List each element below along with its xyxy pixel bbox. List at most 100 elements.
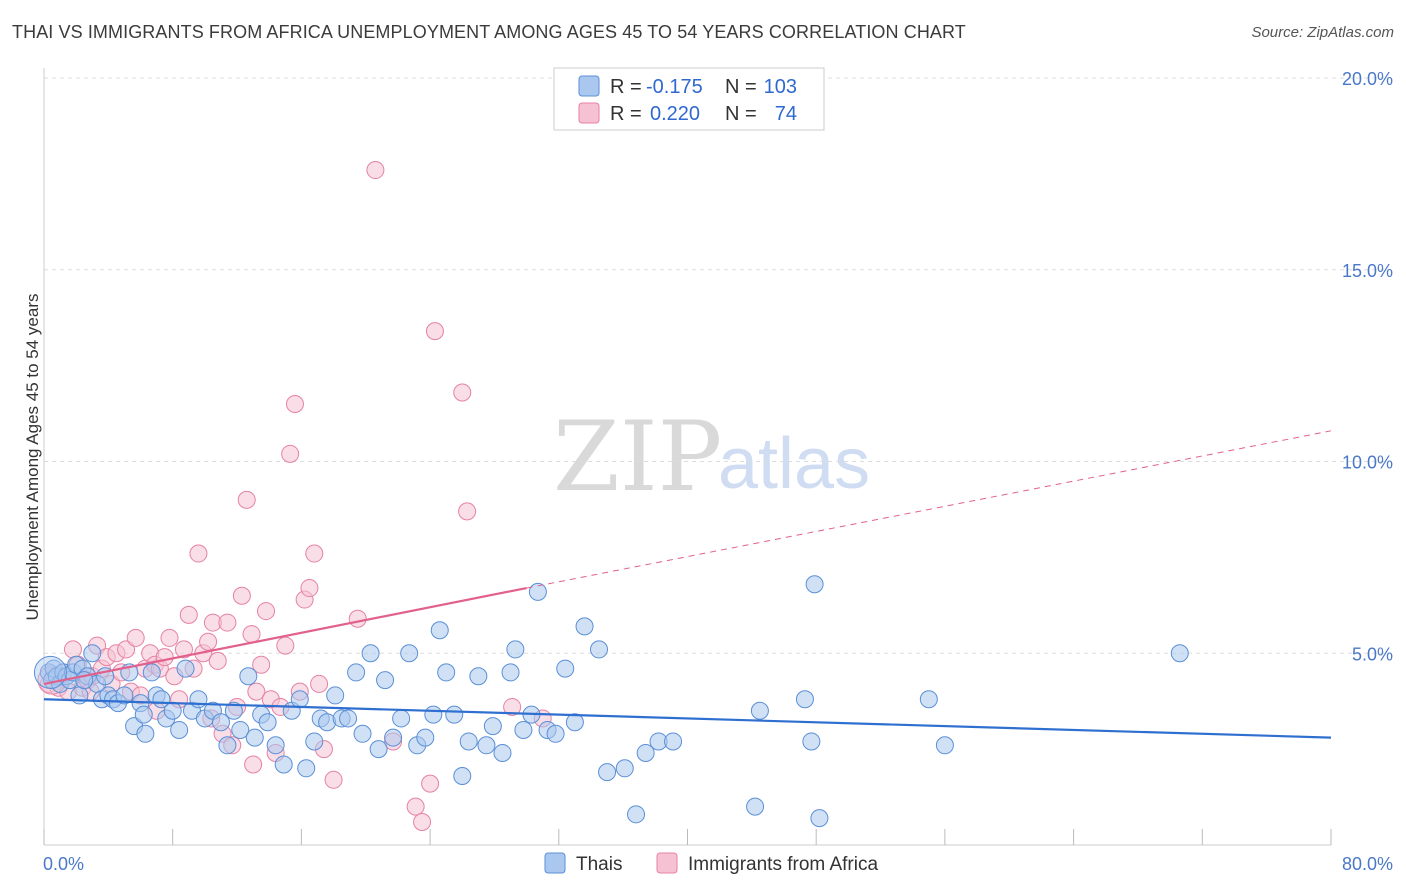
thai-point <box>802 732 821 751</box>
africa-point <box>305 544 324 563</box>
thai-point <box>239 667 258 686</box>
thai-point <box>746 797 765 816</box>
thai-point <box>795 690 814 709</box>
thai-point <box>805 575 824 594</box>
thai-point <box>211 713 230 732</box>
thai-point <box>1170 644 1189 663</box>
thai-point <box>83 644 102 663</box>
thai-point <box>305 732 324 751</box>
africa-point <box>281 444 300 463</box>
thai-point <box>258 713 277 732</box>
africa-point <box>160 628 179 647</box>
africa-point <box>199 632 218 651</box>
thai-point <box>453 766 472 785</box>
correlation-legend: R = -0.175 N = 103 R = 0.220 N = 74 <box>553 67 825 131</box>
thai-point <box>163 701 182 720</box>
thai-point <box>416 728 435 747</box>
africa-points <box>37 161 552 831</box>
thai-point <box>483 717 502 736</box>
thai-point <box>339 709 358 728</box>
thai-point <box>224 701 243 720</box>
thai-point <box>170 720 189 739</box>
tick-labels: 5.0% 10.0% 15.0% 20.0% 0.0% 80.0% <box>43 69 1393 874</box>
thai-point <box>347 663 366 682</box>
thai-point <box>134 705 153 724</box>
africa-point <box>276 636 295 655</box>
y-tick-label: 15.0% <box>1342 261 1393 281</box>
legend-n-value-thai: 103 <box>764 76 797 98</box>
africa-point <box>406 797 425 816</box>
chart-title: THAI VS IMMIGRANTS FROM AFRICA UNEMPLOYM… <box>12 22 966 42</box>
thai-point <box>437 663 456 682</box>
thai-point <box>361 644 380 663</box>
legend-n-label-thai: N = <box>725 76 757 98</box>
thai-point <box>514 720 533 739</box>
thai-point <box>326 686 345 705</box>
thai-point <box>664 732 683 751</box>
y-tick-label: 5.0% <box>1352 644 1393 664</box>
x-tick-label-min: 0.0% <box>43 854 84 874</box>
thai-point <box>218 736 237 755</box>
africa-point <box>117 640 136 659</box>
africa-point <box>503 697 522 716</box>
thai-point <box>935 736 954 755</box>
africa-point <box>257 602 276 621</box>
thai-point <box>445 705 464 724</box>
legend-n-value-africa: 74 <box>775 103 797 125</box>
thai-points <box>33 575 1189 828</box>
thai-point <box>189 690 208 709</box>
thai-point <box>627 805 646 824</box>
africa-point <box>348 609 367 628</box>
africa-point <box>155 648 174 667</box>
thai-trend-line <box>43 698 1332 739</box>
x-tick-label-max: 80.0% <box>1342 854 1393 874</box>
thai-point <box>424 705 443 724</box>
legend-r-value-africa: 0.220 <box>650 103 700 125</box>
thai-point <box>477 736 496 755</box>
africa-point <box>421 774 440 793</box>
africa-point <box>232 586 251 605</box>
legend-r-label-africa: R = <box>610 103 642 125</box>
thai-point <box>598 763 617 782</box>
thai-point <box>459 732 478 751</box>
source-credit: Source: ZipAtlas.com <box>1251 24 1394 41</box>
africa-point <box>179 605 198 624</box>
y-tick-label: 10.0% <box>1342 453 1393 473</box>
thai-point <box>266 736 285 755</box>
thai-point <box>750 701 769 720</box>
watermark-atlas: atlas <box>718 424 870 504</box>
thai-point <box>400 644 419 663</box>
africa-point <box>208 651 227 670</box>
thai-point <box>290 690 309 709</box>
thai-point <box>245 728 264 747</box>
thai-point <box>176 659 195 678</box>
africa-point <box>310 674 329 693</box>
axes <box>43 68 1332 846</box>
bottom-legend-swatch-thai <box>544 852 566 874</box>
thai-point <box>615 759 634 778</box>
thai-point <box>919 690 938 709</box>
watermark-zip: ZIP <box>553 401 722 513</box>
legend-swatch-thai <box>578 75 600 97</box>
thai-point <box>501 663 520 682</box>
thai-point <box>575 617 594 636</box>
africa-point <box>242 625 261 644</box>
thai-point <box>136 724 155 743</box>
thai-point <box>556 659 575 678</box>
thai-point <box>565 713 584 732</box>
africa-point <box>324 770 343 789</box>
thai-point <box>274 755 293 774</box>
thai-point <box>392 709 411 728</box>
legend-swatch-africa <box>578 102 600 124</box>
thai-point <box>590 640 609 659</box>
africa-point <box>174 640 193 659</box>
africa-point <box>285 394 304 413</box>
bottom-legend-label-africa: Immigrants from Africa <box>688 854 878 875</box>
africa-point <box>425 322 444 341</box>
africa-point <box>126 628 145 647</box>
legend-r-value-thai: -0.175 <box>646 76 703 98</box>
thai-point <box>506 640 525 659</box>
thai-point <box>384 728 403 747</box>
thai-point <box>469 667 488 686</box>
